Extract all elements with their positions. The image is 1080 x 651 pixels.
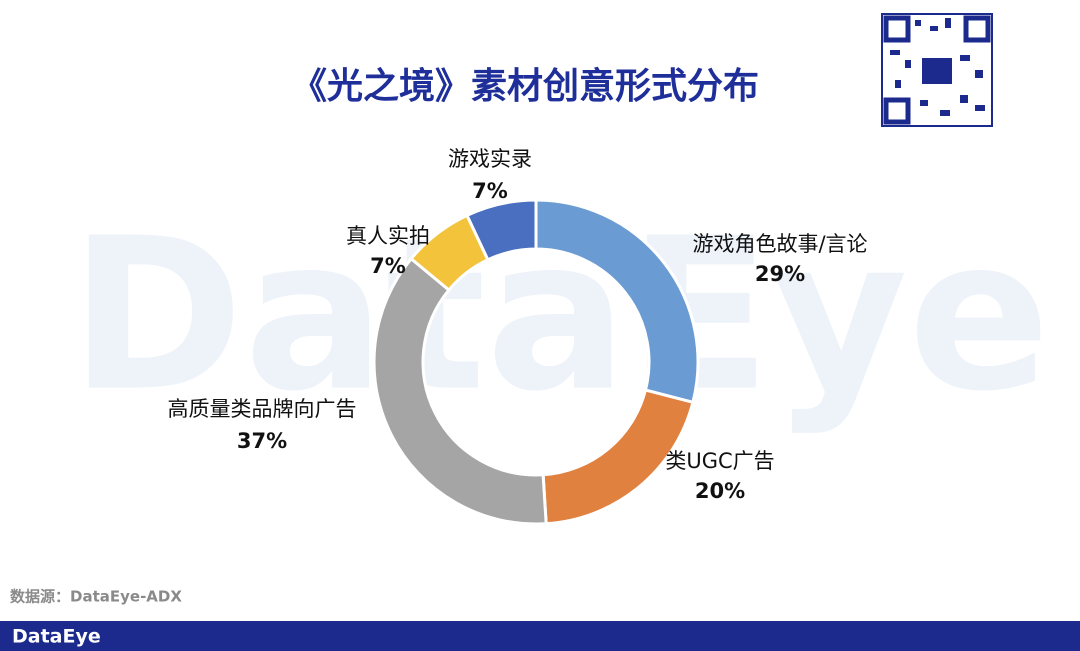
value-label: 29% (755, 262, 805, 286)
donut-segment (372, 256, 548, 526)
value-label: 7% (370, 254, 406, 278)
source-note: 数据源：DataEye-ADX (10, 588, 182, 606)
category-label: 类UGC广告 (665, 449, 774, 473)
category-label: 高质量类品牌向广告 (168, 397, 357, 421)
chart-title: 《光之境》素材创意形式分布 (291, 66, 759, 107)
value-label: 20% (695, 479, 745, 503)
donut-segment (465, 198, 538, 262)
value-label: 7% (472, 179, 508, 203)
qr-code (881, 13, 993, 127)
footer-bar (0, 621, 1080, 651)
footer-brand: DataEye (12, 626, 101, 648)
category-label: 游戏实录 (448, 147, 532, 171)
value-label: 37% (237, 429, 287, 453)
category-label: 游戏角色故事/言论 (692, 232, 867, 256)
category-label: 真人实拍 (346, 224, 430, 248)
